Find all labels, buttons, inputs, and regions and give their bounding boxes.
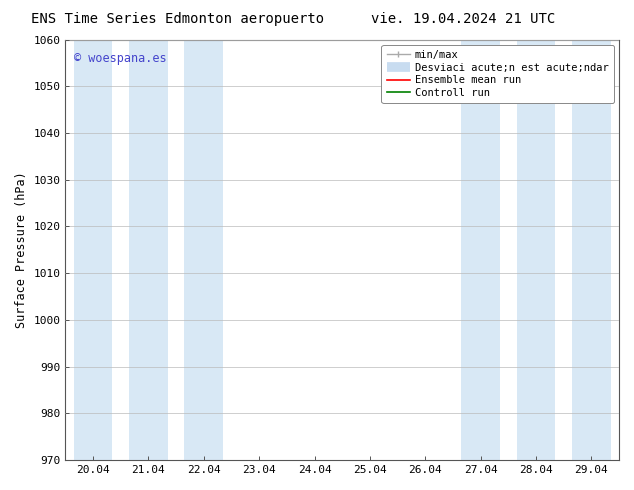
Bar [74,40,112,460]
Text: ENS Time Series Edmonton aeropuerto: ENS Time Series Edmonton aeropuerto [31,12,324,26]
Bar [129,40,168,460]
Legend: min/max, Desviaci acute;n est acute;ndar, Ensemble mean run, Controll run: min/max, Desviaci acute;n est acute;ndar… [382,45,614,103]
Bar [517,40,555,460]
Y-axis label: Surface Pressure (hPa): Surface Pressure (hPa) [15,172,28,328]
Bar [572,40,611,460]
Bar [461,40,500,460]
Text: vie. 19.04.2024 21 UTC: vie. 19.04.2024 21 UTC [371,12,555,26]
Bar [184,40,223,460]
Text: © woespana.es: © woespana.es [74,52,166,65]
